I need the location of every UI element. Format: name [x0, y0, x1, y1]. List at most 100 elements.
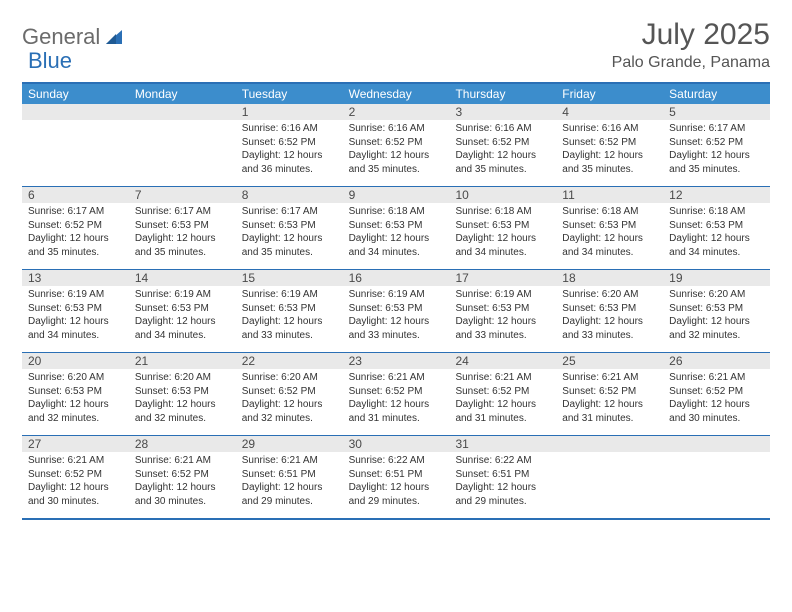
day-body: Sunrise: 6:18 AMSunset: 6:53 PMDaylight:…: [343, 203, 450, 263]
day-cell: 13Sunrise: 6:19 AMSunset: 6:53 PMDayligh…: [22, 270, 129, 352]
day-body: Sunrise: 6:16 AMSunset: 6:52 PMDaylight:…: [556, 120, 663, 180]
daylight-text: Daylight: 12 hours and 32 minutes.: [242, 398, 337, 425]
day-number: 7: [135, 188, 142, 202]
week-row: 20Sunrise: 6:20 AMSunset: 6:53 PMDayligh…: [22, 353, 770, 436]
day-number-bar: 23: [343, 353, 450, 369]
day-number: 21: [135, 354, 148, 368]
day-cell: 18Sunrise: 6:20 AMSunset: 6:53 PMDayligh…: [556, 270, 663, 352]
day-number: 27: [28, 437, 41, 451]
daylight-text: Daylight: 12 hours and 32 minutes.: [28, 398, 123, 425]
sunset-text: Sunset: 6:52 PM: [28, 468, 123, 482]
day-cell: 1Sunrise: 6:16 AMSunset: 6:52 PMDaylight…: [236, 104, 343, 186]
day-body: Sunrise: 6:22 AMSunset: 6:51 PMDaylight:…: [449, 452, 556, 512]
dow-saturday: Saturday: [663, 84, 770, 104]
day-number-bar: [129, 104, 236, 120]
daylight-text: Daylight: 12 hours and 29 minutes.: [349, 481, 444, 508]
day-body: Sunrise: 6:19 AMSunset: 6:53 PMDaylight:…: [129, 286, 236, 346]
sunset-text: Sunset: 6:53 PM: [562, 219, 657, 233]
sunrise-text: Sunrise: 6:22 AM: [455, 454, 550, 468]
daylight-text: Daylight: 12 hours and 35 minutes.: [669, 149, 764, 176]
daylight-text: Daylight: 12 hours and 33 minutes.: [349, 315, 444, 342]
daylight-text: Daylight: 12 hours and 35 minutes.: [135, 232, 230, 259]
sunrise-text: Sunrise: 6:21 AM: [455, 371, 550, 385]
day-cell: 30Sunrise: 6:22 AMSunset: 6:51 PMDayligh…: [343, 436, 450, 518]
day-number-bar: 10: [449, 187, 556, 203]
day-body: [129, 120, 236, 126]
day-cell: 28Sunrise: 6:21 AMSunset: 6:52 PMDayligh…: [129, 436, 236, 518]
sunset-text: Sunset: 6:53 PM: [562, 302, 657, 316]
day-number: 12: [669, 188, 682, 202]
day-body: Sunrise: 6:19 AMSunset: 6:53 PMDaylight:…: [236, 286, 343, 346]
day-cell: 2Sunrise: 6:16 AMSunset: 6:52 PMDaylight…: [343, 104, 450, 186]
daylight-text: Daylight: 12 hours and 33 minutes.: [242, 315, 337, 342]
day-number: 11: [562, 188, 574, 202]
day-body: Sunrise: 6:21 AMSunset: 6:52 PMDaylight:…: [556, 369, 663, 429]
day-number-bar: [663, 436, 770, 452]
day-number-bar: 13: [22, 270, 129, 286]
daylight-text: Daylight: 12 hours and 35 minutes.: [349, 149, 444, 176]
day-number-bar: 22: [236, 353, 343, 369]
sunrise-text: Sunrise: 6:19 AM: [135, 288, 230, 302]
day-number-bar: 5: [663, 104, 770, 120]
sunrise-text: Sunrise: 6:20 AM: [562, 288, 657, 302]
day-cell: 15Sunrise: 6:19 AMSunset: 6:53 PMDayligh…: [236, 270, 343, 352]
day-number-bar: 7: [129, 187, 236, 203]
day-cell: 17Sunrise: 6:19 AMSunset: 6:53 PMDayligh…: [449, 270, 556, 352]
day-body: Sunrise: 6:17 AMSunset: 6:53 PMDaylight:…: [129, 203, 236, 263]
day-body: Sunrise: 6:19 AMSunset: 6:53 PMDaylight:…: [22, 286, 129, 346]
daylight-text: Daylight: 12 hours and 32 minutes.: [669, 315, 764, 342]
sunset-text: Sunset: 6:53 PM: [242, 302, 337, 316]
day-body: Sunrise: 6:22 AMSunset: 6:51 PMDaylight:…: [343, 452, 450, 512]
day-number-bar: 9: [343, 187, 450, 203]
sunrise-text: Sunrise: 6:19 AM: [28, 288, 123, 302]
day-body: Sunrise: 6:20 AMSunset: 6:53 PMDaylight:…: [556, 286, 663, 346]
daylight-text: Daylight: 12 hours and 31 minutes.: [455, 398, 550, 425]
day-number-bar: 16: [343, 270, 450, 286]
day-number-bar: 8: [236, 187, 343, 203]
month-title: July 2025: [612, 18, 770, 52]
day-number-bar: 21: [129, 353, 236, 369]
day-number: 24: [455, 354, 468, 368]
day-cell: 26Sunrise: 6:21 AMSunset: 6:52 PMDayligh…: [663, 353, 770, 435]
sunrise-text: Sunrise: 6:16 AM: [562, 122, 657, 136]
day-cell: 22Sunrise: 6:20 AMSunset: 6:52 PMDayligh…: [236, 353, 343, 435]
dow-monday: Monday: [129, 84, 236, 104]
day-number: 26: [669, 354, 682, 368]
day-number: 15: [242, 271, 255, 285]
sunrise-text: Sunrise: 6:18 AM: [669, 205, 764, 219]
sunrise-text: Sunrise: 6:19 AM: [242, 288, 337, 302]
day-body: Sunrise: 6:18 AMSunset: 6:53 PMDaylight:…: [663, 203, 770, 263]
day-number: 13: [28, 271, 41, 285]
day-cell: 12Sunrise: 6:18 AMSunset: 6:53 PMDayligh…: [663, 187, 770, 269]
day-number-bar: 17: [449, 270, 556, 286]
sunrise-text: Sunrise: 6:21 AM: [669, 371, 764, 385]
day-number: 25: [562, 354, 575, 368]
day-body: [22, 120, 129, 126]
daylight-text: Daylight: 12 hours and 34 minutes.: [455, 232, 550, 259]
daylight-text: Daylight: 12 hours and 31 minutes.: [349, 398, 444, 425]
day-body: Sunrise: 6:21 AMSunset: 6:52 PMDaylight:…: [129, 452, 236, 512]
calendar-page: General July 2025 Palo Grande, Panama Bl…: [0, 0, 792, 538]
daylight-text: Daylight: 12 hours and 34 minutes.: [28, 315, 123, 342]
day-body: Sunrise: 6:16 AMSunset: 6:52 PMDaylight:…: [449, 120, 556, 180]
sunrise-text: Sunrise: 6:18 AM: [349, 205, 444, 219]
day-number-bar: 14: [129, 270, 236, 286]
sunrise-text: Sunrise: 6:21 AM: [562, 371, 657, 385]
day-number-bar: 19: [663, 270, 770, 286]
day-number-bar: 6: [22, 187, 129, 203]
sunset-text: Sunset: 6:52 PM: [455, 385, 550, 399]
day-number-bar: 1: [236, 104, 343, 120]
dow-thursday: Thursday: [449, 84, 556, 104]
sunrise-text: Sunrise: 6:17 AM: [135, 205, 230, 219]
day-number: 10: [455, 188, 468, 202]
sunrise-text: Sunrise: 6:16 AM: [242, 122, 337, 136]
day-body: Sunrise: 6:21 AMSunset: 6:51 PMDaylight:…: [236, 452, 343, 512]
sunset-text: Sunset: 6:52 PM: [455, 136, 550, 150]
header: General July 2025 Palo Grande, Panama: [22, 18, 770, 72]
day-number: 29: [242, 437, 255, 451]
daylight-text: Daylight: 12 hours and 30 minutes.: [135, 481, 230, 508]
day-number: 22: [242, 354, 255, 368]
day-number-bar: 29: [236, 436, 343, 452]
sunrise-text: Sunrise: 6:20 AM: [242, 371, 337, 385]
day-number-bar: 30: [343, 436, 450, 452]
